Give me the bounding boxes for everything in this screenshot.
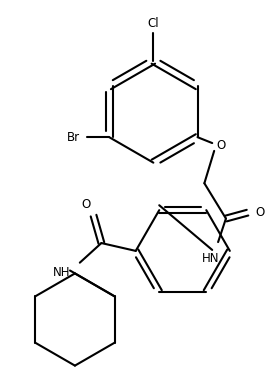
Text: Cl: Cl bbox=[148, 17, 159, 30]
Text: Br: Br bbox=[67, 131, 80, 144]
Text: O: O bbox=[255, 206, 265, 219]
Text: O: O bbox=[81, 198, 90, 211]
Text: O: O bbox=[216, 138, 225, 152]
Text: NH: NH bbox=[53, 266, 70, 279]
Text: HN: HN bbox=[202, 252, 219, 265]
